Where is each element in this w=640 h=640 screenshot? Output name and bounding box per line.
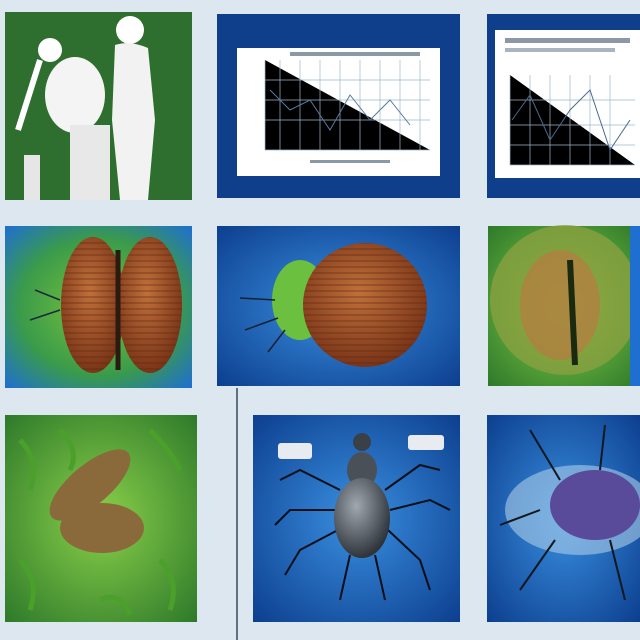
tile-organ-3: [488, 225, 640, 386]
tile-figures: [5, 12, 192, 201]
tile-organ-1: [5, 226, 192, 388]
tile-organ-2: [217, 226, 460, 386]
tile-beetle: [253, 415, 460, 622]
tile-chart-2: [487, 14, 640, 198]
tile-chart-1: [217, 14, 460, 198]
tile-cells: [5, 415, 197, 622]
tile-insect: [487, 415, 640, 622]
